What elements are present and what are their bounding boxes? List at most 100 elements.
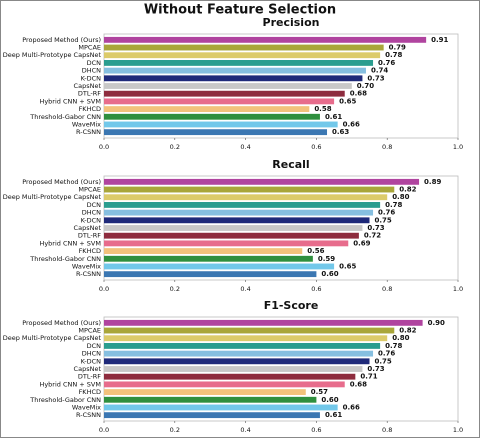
bar	[104, 240, 349, 247]
value-label: 0.70	[357, 82, 374, 90]
y-tick-label: FKHCD	[79, 388, 101, 396]
value-label: 0.60	[321, 270, 338, 278]
bar	[104, 202, 381, 208]
bar	[104, 404, 338, 411]
bar	[104, 255, 313, 262]
x-tick-label: 0.4	[240, 426, 250, 434]
y-tick-label: R-CSNN	[76, 128, 101, 136]
y-tick-label: CapsNet	[74, 82, 102, 90]
value-label: 0.82	[399, 327, 416, 335]
value-label: 0.76	[378, 350, 395, 358]
x-tick-label: 0.6	[311, 143, 321, 151]
y-tick-label: WaveMix	[72, 120, 101, 128]
y-tick-label: WaveMix	[72, 262, 101, 270]
x-tick-label: 1.0	[453, 143, 463, 151]
x-tick-label: 0.8	[382, 426, 392, 434]
value-label: 0.89	[424, 178, 441, 186]
value-label: 0.75	[375, 357, 392, 365]
value-label: 0.76	[378, 59, 395, 67]
x-tick-label: 0.4	[240, 143, 250, 151]
y-tick-label: Proposed Method (Ours)	[22, 36, 101, 44]
y-tick-label: R-CSNN	[76, 270, 101, 278]
bar	[104, 381, 345, 388]
value-label: 0.71	[360, 373, 377, 381]
bar	[104, 44, 384, 51]
bar	[104, 366, 363, 372]
y-tick-label: FKHCD	[79, 247, 101, 255]
y-tick-label: FKHCD	[79, 105, 101, 113]
y-tick-label: Proposed Method (Ours)	[22, 319, 101, 327]
y-tick-label: Threshold-Gabor CNN	[29, 255, 101, 263]
y-tick-label: DHCN	[82, 67, 101, 75]
x-tick-label: 1.0	[453, 285, 463, 293]
y-tick-label: DCN	[87, 59, 102, 67]
value-label: 0.78	[385, 201, 402, 209]
subplot-title: Precision	[263, 16, 320, 29]
x-tick-label: 0.2	[170, 143, 180, 151]
y-tick-label: DCN	[87, 201, 102, 209]
y-tick-label: CapsNet	[74, 224, 102, 232]
y-tick-label: R-CSNN	[76, 411, 101, 419]
y-tick-label: Threshold-Gabor CNN	[29, 113, 101, 121]
value-label: 0.68	[350, 90, 367, 98]
y-tick-label: MPCAE	[78, 44, 101, 52]
y-tick-label: DHCN	[82, 209, 101, 217]
bar	[104, 52, 381, 59]
bar	[104, 36, 427, 43]
value-label: 0.58	[314, 105, 331, 113]
value-label: 0.56	[307, 247, 324, 255]
bar	[104, 121, 338, 128]
bar	[104, 248, 303, 254]
bar	[104, 396, 317, 403]
y-tick-label: K-DCN	[81, 216, 101, 224]
value-label: 0.80	[392, 193, 409, 201]
value-label: 0.76	[378, 209, 395, 217]
y-tick-label: Hybrid CNN + SVM	[39, 239, 101, 247]
y-tick-label: DTL-RF	[78, 373, 101, 381]
value-label: 0.61	[325, 113, 342, 121]
chart-title: Without Feature Selection	[144, 3, 336, 18]
bar	[104, 83, 352, 89]
x-tick-label: 0.4	[240, 285, 250, 293]
bar	[104, 358, 370, 365]
bar	[104, 271, 317, 278]
value-label: 0.68	[350, 380, 367, 388]
y-tick-label: Deep Multi-Prototype CapsNet	[3, 193, 102, 201]
value-label: 0.66	[343, 120, 360, 128]
x-tick-label: 0.0	[99, 285, 109, 293]
value-label: 0.63	[332, 128, 349, 136]
x-tick-label: 0.8	[382, 143, 392, 151]
y-tick-label: Hybrid CNN + SVM	[39, 97, 101, 105]
bar	[104, 178, 420, 185]
value-label: 0.65	[339, 262, 356, 270]
y-tick-label: MPCAE	[78, 327, 101, 335]
value-label: 0.60	[321, 396, 338, 404]
y-tick-label: DTL-RF	[78, 90, 101, 98]
x-tick-label: 0.0	[99, 143, 109, 151]
x-tick-label: 1.0	[453, 426, 463, 434]
value-label: 0.57	[311, 388, 328, 396]
value-label: 0.66	[343, 403, 360, 411]
bar	[104, 75, 363, 82]
x-tick-label: 0.6	[311, 285, 321, 293]
subplot-title: Recall	[272, 158, 309, 171]
x-tick-label: 0.6	[311, 426, 321, 434]
bar	[104, 194, 388, 201]
value-label: 0.82	[399, 186, 416, 194]
y-tick-label: MPCAE	[78, 186, 101, 194]
value-label: 0.59	[318, 255, 335, 263]
value-label: 0.90	[428, 319, 445, 327]
bar	[104, 327, 395, 334]
bar	[104, 186, 395, 193]
bar	[104, 232, 359, 239]
y-tick-label: DTL-RF	[78, 232, 101, 240]
value-label: 0.80	[392, 334, 409, 342]
subplot-title: F1-Score	[264, 299, 319, 312]
y-tick-label: DHCN	[82, 350, 101, 358]
bar	[104, 389, 306, 395]
y-tick-label: K-DCN	[81, 74, 101, 82]
bar	[104, 412, 320, 419]
y-tick-label: WaveMix	[72, 403, 101, 411]
value-label: 0.78	[385, 342, 402, 350]
